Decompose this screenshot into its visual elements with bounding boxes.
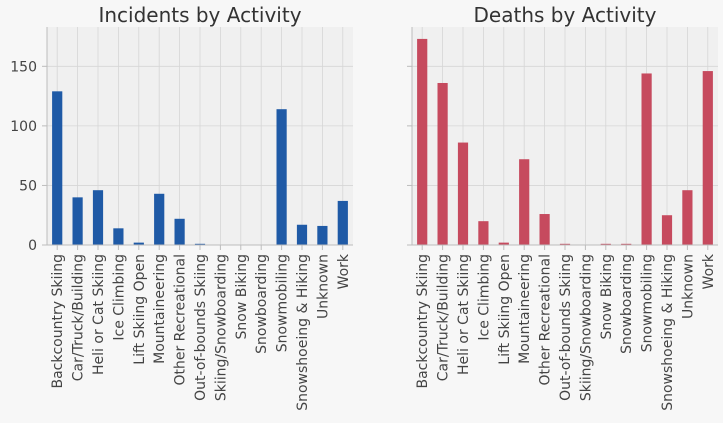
x-tick-label: Car/Truck/Building [436, 254, 452, 381]
x-tick-label: Snowboarding [619, 254, 635, 354]
y-tick-label: 0 [28, 238, 37, 254]
bar-13 [661, 215, 673, 245]
x-tick-label: Ice Climbing [476, 254, 492, 341]
bar-5 [498, 242, 509, 245]
x-tick-label: Work [336, 253, 352, 289]
x-tick-label: Snow Biking [234, 254, 250, 339]
bar-6 [519, 159, 530, 245]
y-tick-label: 50 [19, 178, 37, 194]
bar-15 [702, 71, 713, 245]
x-tick-label: Work [701, 253, 717, 289]
bar-12 [276, 109, 287, 246]
x-tick-label: Snow Biking [599, 254, 615, 339]
bar-3 [92, 190, 104, 245]
x-tick-label: Backcountry Skiing [415, 254, 431, 389]
x-tick-label: Unknown [680, 254, 696, 319]
bar-14 [317, 225, 328, 245]
x-tick-label: Car/Truck/Building [71, 254, 87, 381]
bar-1 [52, 91, 63, 245]
chart-panel-2: Backcountry Skiing Car/Truck/Building Heli… [407, 3, 718, 411]
x-tick-label: Lift Skiing Open [132, 254, 148, 365]
bar-6 [154, 193, 165, 245]
y-tick-label: 100 [10, 119, 37, 135]
chart-panel-1: 0 50 100 150 Backcountry Skiing Car/Truck/Bui… [10, 3, 353, 411]
x-tick-label: Out-of-bounds Skiing [193, 254, 209, 401]
x-tick-label: Out-of-bounds Skiing [558, 254, 574, 401]
x-tick-label: Lift Skiing Open [497, 254, 513, 365]
bar-13 [296, 224, 308, 245]
x-tick-label: Heli or Cat Skiing [456, 254, 472, 375]
y-tick-label: 150 [10, 59, 37, 75]
x-tick-label: Snowboarding [254, 254, 270, 354]
x-tick-label: Backcountry Skiing [50, 254, 66, 389]
x-tick-label: Unknown [315, 254, 331, 319]
bar-2 [72, 197, 83, 245]
bar-1 [417, 38, 428, 245]
bar-7 [539, 214, 550, 245]
x-tick-label: Other Recreational [173, 254, 189, 386]
bar-2 [437, 82, 448, 245]
bar-3 [457, 142, 469, 245]
bar-4 [478, 221, 489, 245]
bar-4 [113, 228, 124, 245]
x-tick-label: Snowmobiling [640, 254, 656, 352]
x-tick-label: Skiing/Snowboarding [578, 254, 594, 401]
x-tick-label: Snowshoeing & Hiking [660, 254, 676, 411]
x-tick-label: Other Recreational [538, 254, 554, 386]
bar-12 [641, 73, 652, 245]
x-tick-label: Snowmobiling [275, 254, 291, 352]
x-tick-label: Mountaineering [152, 254, 168, 364]
bar-10 [600, 243, 611, 245]
bar-5 [133, 242, 144, 245]
chart-title: Incidents by Activity [98, 3, 301, 27]
bar-8 [194, 243, 206, 245]
bar-7 [174, 218, 185, 245]
x-tick-label: Mountaineering [517, 254, 533, 364]
chart-title: Deaths by Activity [474, 3, 657, 27]
bar-8 [559, 243, 571, 245]
x-tick-label: Ice Climbing [111, 254, 127, 341]
bar-14 [682, 190, 693, 245]
x-tick-label: Snowshoeing & Hiking [295, 254, 311, 411]
x-tick-label: Skiing/Snowboarding [213, 254, 229, 401]
bar-15 [337, 200, 348, 245]
x-tick-label: Heli or Cat Skiing [91, 254, 107, 375]
bar-11 [621, 243, 632, 245]
